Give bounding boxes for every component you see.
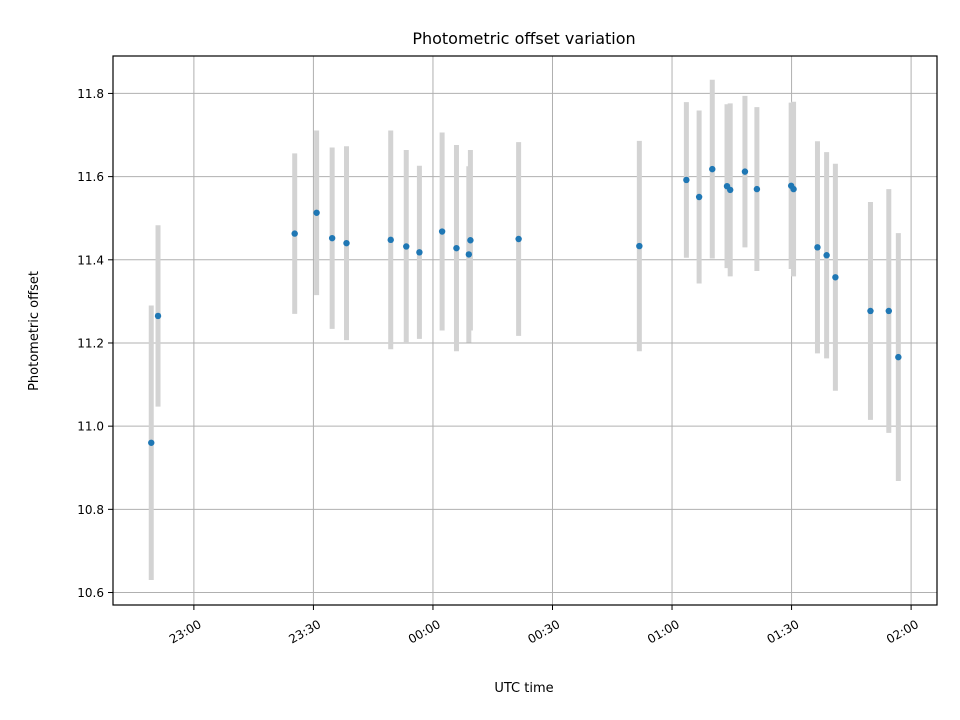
chart-title: Photometric offset variation — [412, 29, 635, 48]
data-point — [148, 439, 155, 446]
y-tick-label: 10.6 — [77, 586, 104, 600]
data-point — [885, 307, 892, 315]
data-point — [832, 274, 839, 281]
data-point — [465, 251, 473, 258]
data-points — [148, 165, 902, 446]
data-point — [895, 353, 902, 361]
data-point — [154, 312, 162, 320]
data-point — [709, 165, 716, 173]
data-point — [313, 209, 320, 216]
y-tick-label: 11.6 — [77, 170, 104, 184]
data-point — [343, 239, 350, 247]
data-point — [291, 230, 298, 237]
data-point — [683, 176, 690, 184]
data-point — [387, 236, 394, 244]
y-tick-label: 11.4 — [77, 253, 104, 267]
data-point — [403, 243, 410, 250]
data-point — [515, 235, 522, 243]
data-point — [867, 307, 874, 315]
data-point — [727, 186, 734, 194]
data-point — [328, 234, 336, 242]
data-point — [823, 252, 830, 259]
x-axis-label: UTC time — [494, 681, 553, 696]
y-tick-label: 11.8 — [77, 87, 104, 101]
y-tick-label: 10.8 — [77, 503, 104, 517]
data-point — [753, 185, 761, 193]
y-tick-label: 11.2 — [77, 336, 104, 350]
data-point — [416, 249, 423, 256]
data-point — [438, 228, 446, 235]
y-tick-label: 11.0 — [77, 420, 104, 434]
y-axis-ticks: 10.6 10.8 11.0 11.2 11.4 11.6 11.8 — [77, 87, 113, 600]
data-point — [741, 168, 749, 175]
data-point — [695, 193, 703, 201]
data-point — [814, 244, 821, 251]
data-point — [453, 244, 460, 252]
y-axis-label: Photometric offset — [27, 271, 42, 391]
data-point — [636, 242, 643, 250]
plot-frame — [112, 55, 938, 606]
data-point — [467, 237, 474, 244]
data-point — [790, 185, 797, 193]
